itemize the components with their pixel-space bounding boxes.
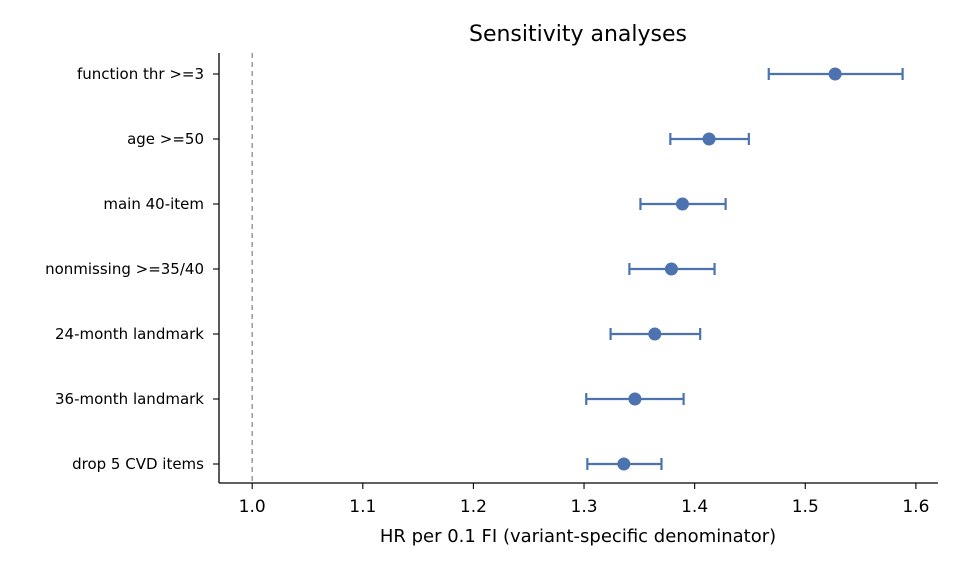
hr-point	[617, 457, 631, 471]
x-tick-label: 1.0	[239, 497, 266, 517]
y-tick-label: function thr >=3	[77, 65, 204, 83]
hr-point	[664, 262, 678, 276]
y-tick-label: nonmissing >=35/40	[45, 260, 204, 278]
x-tick-label: 1.6	[902, 497, 929, 517]
estimate-group	[639, 197, 727, 211]
hr-point	[702, 132, 716, 146]
x-tick-label: 1.3	[571, 497, 598, 517]
y-tick-label: 36-month landmark	[55, 390, 204, 408]
estimate-group	[628, 262, 716, 276]
x-tick-label: 1.4	[681, 497, 708, 517]
y-tick-label: main 40-item	[103, 195, 204, 213]
hr-point	[828, 67, 842, 81]
x-tick-label: 1.2	[460, 497, 487, 517]
estimate-group	[586, 457, 663, 471]
y-tick-label: drop 5 CVD items	[72, 455, 204, 473]
y-tick-label: age >=50	[127, 130, 204, 148]
hr-point	[628, 392, 642, 406]
x-axis-label: HR per 0.1 FI (variant-specific denomina…	[380, 526, 776, 547]
x-tick-label: 1.5	[792, 497, 819, 517]
y-tick-label: 24-month landmark	[55, 325, 204, 343]
hr-point	[675, 197, 689, 211]
estimate-group	[585, 392, 685, 406]
hr-point	[648, 327, 662, 341]
estimate-group	[669, 132, 750, 146]
estimate-group	[609, 327, 702, 341]
chart-title: Sensitivity analyses	[469, 22, 687, 47]
estimate-group	[767, 67, 904, 81]
x-tick-label: 1.1	[349, 497, 376, 517]
